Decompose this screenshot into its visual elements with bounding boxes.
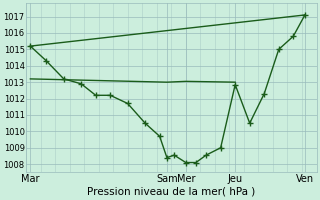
X-axis label: Pression niveau de la mer( hPa ): Pression niveau de la mer( hPa ) (87, 187, 255, 197)
